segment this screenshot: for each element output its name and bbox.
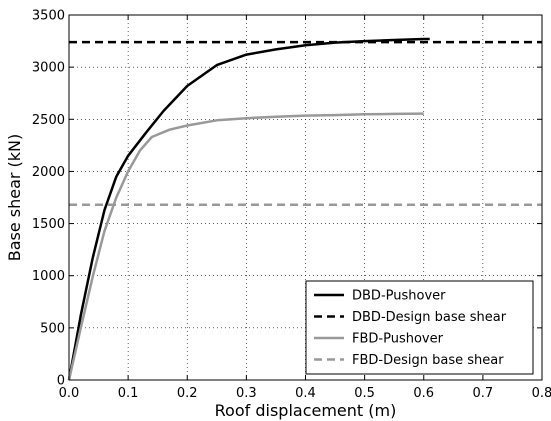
x-tick-label: 0.2 xyxy=(177,386,198,401)
x-tick-label: 0.1 xyxy=(118,386,139,401)
x-tick-label: 0.4 xyxy=(295,386,316,401)
legend: DBD-Pushover DBD-Design base shear FBD-Pus… xyxy=(305,280,534,375)
series-layer xyxy=(67,37,542,381)
y-tick-label: 500 xyxy=(40,321,65,336)
x-axis-label: Roof displacement (m) xyxy=(215,401,397,420)
x-tick-label: 0.3 xyxy=(236,386,257,401)
y-tick-label: 1500 xyxy=(32,217,65,232)
x-tick-label: 0.6 xyxy=(413,386,434,401)
legend-label-dbd-pushover: DBD-Pushover xyxy=(352,289,446,304)
x-tick-label: 0.8 xyxy=(532,386,551,401)
y-tick-label: 2000 xyxy=(32,165,65,180)
legend-label-dbd-design-base-shear: DBD-Design base shear xyxy=(352,310,507,325)
x-tick-label: 0.7 xyxy=(473,386,494,401)
y-tick-label: 3500 xyxy=(32,9,65,24)
y-axis-label: Base shear (kN) xyxy=(5,134,24,262)
y-tick-label: 3000 xyxy=(32,61,65,76)
y-tick-label: 1000 xyxy=(32,269,65,284)
ticks: 0.0 0.1 0.2 0.3 0.4 0.5 0.6 0.7 0.8 0 500 1000 1500 2… xyxy=(32,9,551,402)
x-tick-label: 0.0 xyxy=(59,386,80,401)
x-tick-label: 0.5 xyxy=(354,386,375,401)
y-tick-label: 0 xyxy=(57,374,65,389)
y-tick-label: 2500 xyxy=(32,113,65,128)
fbd-pushover-line xyxy=(67,112,424,381)
legend-label-fbd-pushover: FBD-Pushover xyxy=(352,332,444,347)
legend-label-fbd-design-base-shear: FBD-Design base shear xyxy=(352,353,504,368)
